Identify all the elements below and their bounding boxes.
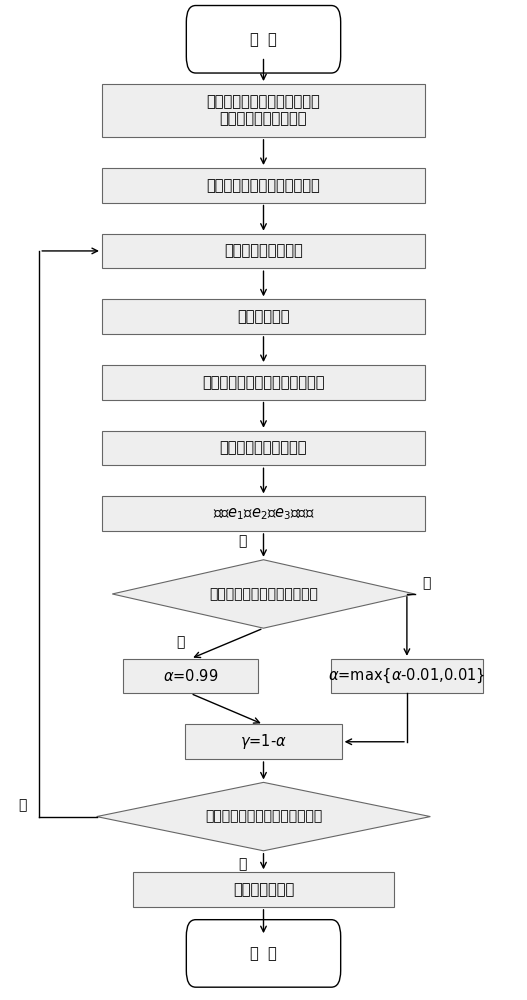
Text: 初始化，设置算法运行时间、
评价因子、适应度值等: 初始化，设置算法运行时间、 评价因子、适应度值等 — [207, 94, 320, 127]
Text: 计算问题最优解: 计算问题最优解 — [233, 882, 294, 897]
FancyBboxPatch shape — [102, 299, 425, 334]
FancyBboxPatch shape — [133, 872, 394, 907]
Text: $\gamma$=1-$\alpha$: $\gamma$=1-$\alpha$ — [240, 732, 287, 751]
Text: 选择精英算法: 选择精英算法 — [237, 309, 290, 324]
FancyBboxPatch shape — [102, 431, 425, 465]
Text: 计算$e_1$、$e_2$、$e_3$函数值: 计算$e_1$、$e_2$、$e_3$函数值 — [213, 506, 314, 522]
Text: 优化目标适应度值是否大于零: 优化目标适应度值是否大于零 — [209, 587, 318, 601]
FancyBboxPatch shape — [186, 724, 341, 759]
Text: 结  束: 结 束 — [250, 946, 277, 961]
FancyBboxPatch shape — [331, 659, 483, 693]
Polygon shape — [96, 782, 431, 851]
FancyBboxPatch shape — [123, 659, 258, 693]
Text: 是: 是 — [238, 534, 247, 548]
Text: 计算优化目标适应度值: 计算优化目标适应度值 — [220, 440, 307, 455]
Text: 计算问题初始解，作为当前解: 计算问题初始解，作为当前解 — [207, 178, 320, 193]
Text: 运行精英算法对当前解进行优化: 运行精英算法对当前解进行优化 — [202, 375, 325, 390]
Text: 否: 否 — [423, 576, 431, 590]
Text: 是: 是 — [176, 635, 184, 649]
Text: 计算底层算法评价值: 计算底层算法评价值 — [224, 243, 303, 258]
Polygon shape — [112, 560, 415, 628]
FancyBboxPatch shape — [187, 6, 340, 73]
Text: 否: 否 — [18, 799, 26, 813]
FancyBboxPatch shape — [102, 365, 425, 400]
Text: 算法运行时间是否大于设定时间: 算法运行时间是否大于设定时间 — [205, 810, 322, 824]
Text: 是: 是 — [238, 857, 247, 871]
FancyBboxPatch shape — [187, 920, 340, 987]
FancyBboxPatch shape — [102, 496, 425, 531]
Text: $\alpha$=max{$\alpha$-0.01,0.01}: $\alpha$=max{$\alpha$-0.01,0.01} — [328, 667, 485, 685]
FancyBboxPatch shape — [102, 168, 425, 203]
Text: $\alpha$=0.99: $\alpha$=0.99 — [163, 668, 218, 684]
FancyBboxPatch shape — [102, 234, 425, 268]
Text: 开  始: 开 始 — [250, 32, 277, 47]
FancyBboxPatch shape — [102, 84, 425, 137]
